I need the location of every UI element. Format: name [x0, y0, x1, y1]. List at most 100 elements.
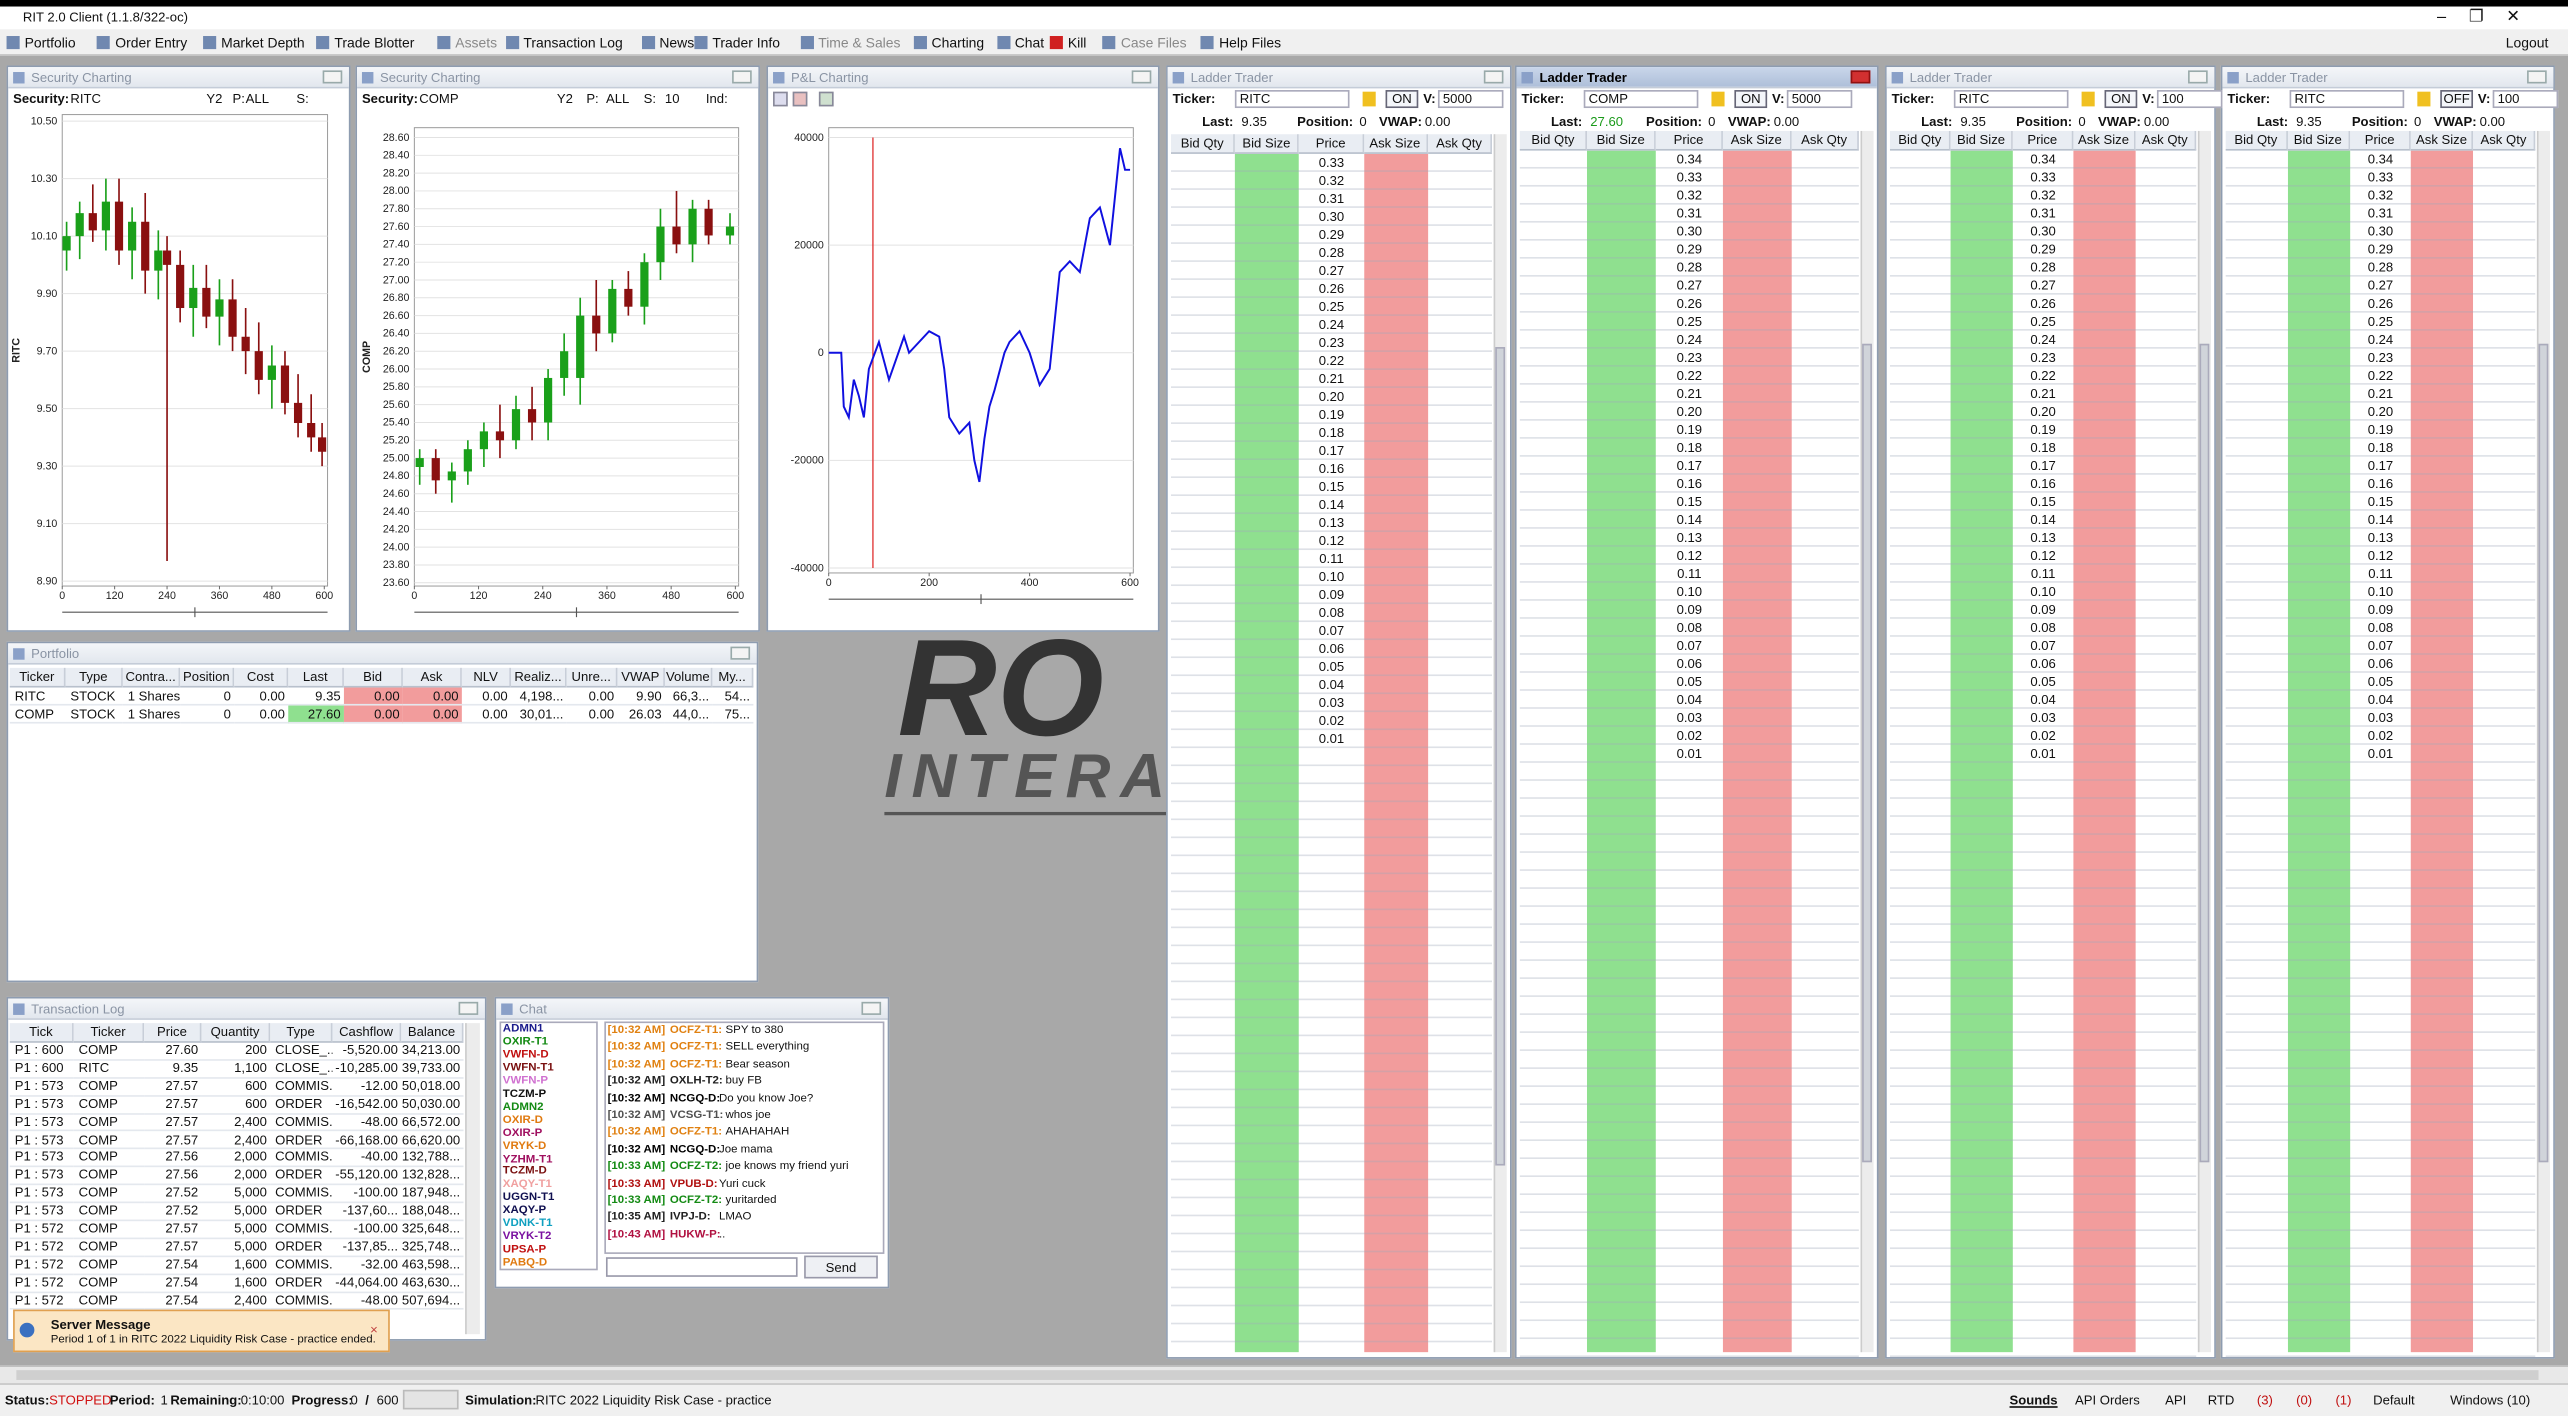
ladder-column-header[interactable]: Ask Size — [1363, 134, 1428, 154]
table-header[interactable]: Price — [144, 1023, 202, 1043]
price-cell[interactable]: 0.28 — [1676, 260, 1703, 276]
price-cell[interactable]: 0.32 — [1676, 188, 1703, 203]
ladder-column-header[interactable]: Ask Size — [1723, 130, 1792, 151]
ladder-column-header[interactable]: Ask Qty — [1791, 130, 1859, 151]
price-cell[interactable]: 0.03 — [2367, 710, 2394, 726]
chat-user[interactable]: VWFN-D — [502, 1049, 549, 1061]
ladder-column-header[interactable]: Bid Qty — [1889, 130, 1952, 151]
toggle[interactable]: OFF — [2440, 90, 2474, 109]
price-cell[interactable]: 0.23 — [1318, 335, 1345, 351]
chat-user[interactable]: YZHM-T1 — [502, 1153, 553, 1165]
price-cell[interactable]: 0.08 — [2030, 620, 2056, 636]
table-header[interactable]: Realiz... — [510, 667, 567, 688]
scroll-thumb[interactable] — [2538, 343, 2549, 1163]
price-cell[interactable]: 0.34 — [2367, 152, 2394, 167]
price-cell[interactable]: 0.04 — [1318, 677, 1345, 693]
price-cell[interactable]: 0.20 — [1676, 404, 1703, 420]
price-cell[interactable]: 0.13 — [2030, 530, 2056, 546]
price-cell[interactable]: 0.27 — [1318, 263, 1345, 279]
price-cell[interactable]: 0.16 — [1676, 476, 1703, 492]
chat-user[interactable]: ADMN2 — [502, 1101, 544, 1113]
menu-item[interactable]: News — [659, 34, 695, 51]
chat-user[interactable]: OXIR-P — [502, 1127, 543, 1139]
price-cell[interactable]: 0.17 — [1676, 458, 1703, 474]
close-button[interactable] — [1850, 70, 1871, 84]
table-header[interactable]: Ticker — [73, 1023, 145, 1043]
price-cell[interactable]: 0.27 — [2367, 278, 2394, 294]
price-cell[interactable]: 0.22 — [2367, 368, 2394, 384]
menu-item[interactable]: Trader Info — [712, 34, 781, 51]
price-cell[interactable]: 0.33 — [2030, 170, 2056, 185]
price-cell[interactable]: 0.14 — [1676, 512, 1703, 528]
price-cell[interactable]: 0.17 — [1318, 443, 1345, 459]
status-control[interactable]: API — [2165, 1393, 2187, 1408]
price-cell[interactable]: 0.08 — [1318, 605, 1345, 621]
chat-user[interactable]: VDNK-T1 — [502, 1218, 553, 1230]
price-cell[interactable]: 0.21 — [1676, 386, 1703, 402]
price-cell[interactable]: 0.15 — [2367, 494, 2394, 510]
menu-item[interactable]: Help Files — [1219, 34, 1282, 51]
price-cell[interactable]: 0.02 — [2367, 728, 2394, 744]
price-cell[interactable]: 0.27 — [2030, 278, 2056, 294]
price-cell[interactable]: 0.28 — [2030, 260, 2056, 276]
close-button[interactable] — [732, 70, 752, 84]
menu-item[interactable]: Trade Blotter — [334, 34, 415, 51]
table-header[interactable]: Type — [65, 667, 123, 688]
menu-item[interactable]: Order Entry — [115, 34, 188, 51]
chat-user[interactable]: VWFN-P — [502, 1075, 549, 1087]
table-header[interactable]: Bid — [343, 667, 403, 688]
price-cell[interactable]: 0.30 — [1676, 224, 1703, 240]
toggle[interactable]: ON — [1734, 90, 1768, 109]
price-cell[interactable]: 0.25 — [2367, 314, 2394, 330]
toast-close[interactable]: × — [370, 1322, 378, 1338]
close-button[interactable] — [458, 1001, 479, 1015]
vertical-scrollbar[interactable] — [465, 1023, 480, 1335]
price-cell[interactable]: 0.11 — [1677, 566, 1702, 582]
chat-user[interactable]: VWFN-T1 — [502, 1062, 554, 1074]
price-cell[interactable]: 0.16 — [1318, 461, 1345, 477]
price-cell[interactable]: 0.20 — [2030, 404, 2056, 420]
chat-user[interactable]: TCZM-D — [502, 1166, 547, 1178]
ladder-column-header[interactable]: Price — [1299, 134, 1364, 154]
volume-input[interactable] — [1437, 90, 1504, 109]
scroll-thumb[interactable] — [2199, 343, 2210, 1163]
price-cell[interactable]: 0.12 — [2367, 548, 2394, 564]
price-cell[interactable]: 0.06 — [1676, 656, 1703, 672]
price-cell[interactable]: 0.01 — [1676, 746, 1703, 762]
status-control[interactable]: Sounds — [2009, 1393, 2058, 1408]
scroll-thumb[interactable] — [1495, 347, 1506, 1166]
table-header[interactable]: My... — [712, 667, 754, 688]
table-header[interactable]: VWAP — [617, 667, 665, 688]
price-cell[interactable]: 0.07 — [2367, 638, 2394, 654]
ladder-column-header[interactable]: Ask Qty — [2473, 130, 2536, 151]
price-cell[interactable]: 0.03 — [1318, 695, 1345, 711]
menu-item[interactable]: Chat — [1014, 34, 1045, 51]
volume-input[interactable] — [1786, 90, 1853, 109]
ladder-column-header[interactable]: Ask Size — [2073, 130, 2135, 151]
price-cell[interactable]: 0.07 — [1676, 638, 1703, 654]
price-cell[interactable]: 0.10 — [2367, 584, 2394, 600]
price-cell[interactable]: 0.33 — [2367, 170, 2394, 185]
price-cell[interactable]: 0.26 — [1318, 281, 1345, 297]
price-cell[interactable]: 0.17 — [2367, 458, 2394, 474]
price-cell[interactable]: 0.03 — [1676, 710, 1703, 726]
price-cell[interactable]: 0.11 — [2030, 566, 2056, 582]
price-cell[interactable]: 0.29 — [1676, 242, 1703, 258]
table-header[interactable]: Quantity — [201, 1023, 271, 1043]
chat-user[interactable]: TCZM-P — [502, 1088, 547, 1100]
chat-input[interactable] — [605, 1257, 798, 1277]
price-cell[interactable]: 0.07 — [2030, 638, 2056, 654]
close-button[interactable] — [2188, 70, 2208, 84]
toggle[interactable]: ON — [1385, 90, 1419, 109]
price-cell[interactable]: 0.06 — [2367, 656, 2394, 672]
price-cell[interactable]: 0.31 — [1676, 206, 1703, 221]
price-cell[interactable]: 0.30 — [2030, 224, 2056, 240]
price-cell[interactable]: 0.11 — [2368, 566, 2393, 582]
price-cell[interactable]: 0.01 — [2367, 746, 2394, 762]
ladder-column-header[interactable]: Price — [2012, 130, 2074, 151]
status-control[interactable]: RTD — [2207, 1393, 2235, 1408]
scroll-thumb[interactable] — [16, 1370, 2539, 1380]
price-cell[interactable]: 0.16 — [2367, 476, 2394, 492]
price-cell[interactable]: 0.32 — [2030, 188, 2056, 203]
price-cell[interactable]: 0.19 — [2367, 422, 2394, 438]
